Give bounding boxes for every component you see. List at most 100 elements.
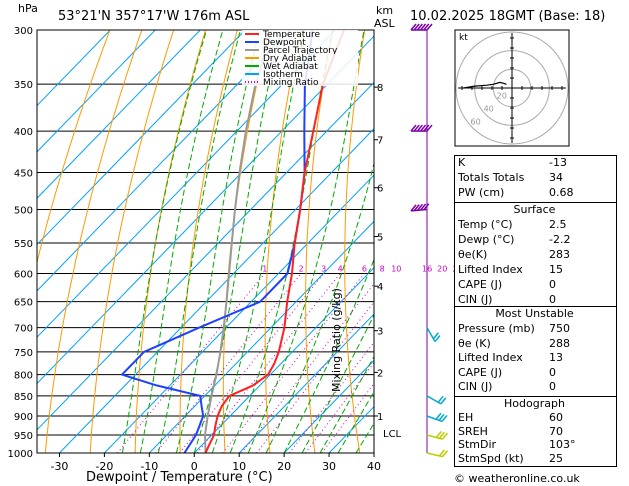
legend-entry-label: Wet Adiabat: [263, 62, 318, 72]
most-unstable-index-row-value: 0: [549, 380, 556, 393]
wet-adiabat-line: [301, 313, 374, 453]
dry-adiabat-line: [419, 30, 449, 453]
temperature-tick-label: 20: [277, 460, 291, 473]
wind-barb-flag: [416, 203, 424, 211]
surface-section-title: Surface: [513, 203, 556, 216]
hodograph-index-row-label: SREH: [458, 424, 488, 438]
pressure-tick-label: 800: [14, 371, 33, 382]
wet-adiabat-line: [265, 160, 374, 453]
legend-bg: [242, 78, 358, 86]
temperature-tick-label: 40: [367, 460, 381, 473]
most-unstable-index-row: CAPE (J) 0: [454, 366, 615, 381]
wet-adiabat-line: [247, 30, 365, 453]
wind-barb-flag: [410, 204, 417, 212]
basic-index-row-label: Totals Totals: [458, 171, 525, 184]
height-tick-label: 1: [377, 412, 383, 423]
most-unstable-index-row-value: 288: [549, 336, 570, 350]
height-tick-label: 7: [377, 136, 383, 147]
dry-adiabat-line: [383, 30, 405, 453]
wind-barb-flag: [420, 23, 427, 31]
height-tick-label: 6: [377, 184, 383, 195]
pressure-tick-label: 450: [14, 168, 33, 179]
most-unstable-index-row-value: 13: [549, 351, 563, 364]
wind-barb-flag: [420, 203, 427, 211]
isotherm-line: [37, 30, 201, 199]
most-unstable-index-row-label: CAPE (J): [458, 365, 503, 379]
mixing-ratio-line: [196, 273, 341, 453]
mixing-ratio-label: 4: [338, 265, 343, 274]
location-title: 53°21'N 357°17'W 176m ASL: [58, 9, 250, 24]
mixing-ratio-line: [179, 273, 325, 453]
mixing-ratio-label: 2: [299, 265, 304, 274]
isotherm-line: [37, 35, 374, 385]
temperature-tick-label: 0: [191, 460, 198, 473]
wind-barb-flag: [441, 414, 448, 422]
hodograph-index-row: SREH 70: [454, 425, 615, 440]
mixing-ratio-axis-label: Mixing Ratio (g/kg): [330, 288, 343, 392]
wind-barb: [410, 124, 433, 132]
hodograph-ring: [455, 31, 569, 145]
legend-entry-label: Dry Adiabat: [263, 54, 317, 64]
most-unstable-index-row-label: CIN (J): [458, 380, 493, 393]
indices-panel: K -13 Totals Totals 34 PW (cm) 0.68 Surface Tem…: [454, 155, 617, 467]
wet-adiabat-line: [283, 258, 374, 453]
temperature-tick-label: 10: [232, 460, 246, 473]
surface-index-row-label: Dewp (°C): [458, 233, 515, 246]
wet-adiabat-line: [139, 30, 224, 453]
legend-bg: [242, 62, 358, 70]
km-label: km: [376, 4, 394, 17]
lcl-label: LCL: [383, 429, 402, 440]
wind-barb-flag: [410, 124, 417, 132]
wind-barb-flag: [413, 124, 420, 132]
isotherm-line: [148, 220, 374, 453]
isotherm-line: [59, 128, 374, 453]
legend-bg: [242, 54, 358, 62]
height-tick-label: 4: [377, 282, 383, 293]
wet-adiabat-line: [175, 30, 261, 453]
wind-barb-flag: [426, 124, 433, 132]
surface-index-row: Temp (°C) 2.5: [454, 218, 615, 233]
mixing-ratio-label: 1: [262, 265, 267, 274]
pressure-tick-label: 950: [14, 431, 33, 442]
wind-barb-flag: [441, 432, 449, 440]
isotherm-line: [37, 30, 246, 246]
most-unstable-section-title: Most Unstable: [495, 307, 574, 320]
pressure-tick-label: 300: [14, 26, 33, 37]
wind-barb-flag: [423, 23, 430, 31]
wind-barb-flag: [410, 23, 417, 31]
legend-entry-label: Parcel Trajectory: [263, 46, 338, 56]
legend-bg: [242, 38, 358, 46]
surface-index-row: Lifted Index 15: [454, 263, 615, 278]
basic-index-row-value: 0.68: [549, 186, 574, 199]
wind-barb-flag: [416, 124, 423, 132]
pressure-tick-label: 1000: [8, 449, 33, 460]
skewt-profiles: [121, 30, 345, 453]
dry-adiabat-line: [44, 30, 143, 453]
height-tick-label: 8: [377, 83, 383, 94]
hodograph-index-row: StmSpd (kt) 25: [454, 452, 615, 467]
wind-barb-flag: [438, 413, 445, 421]
wind-barb: [426, 395, 447, 405]
legend-bg: [242, 46, 358, 54]
pressure-tick-label: 700: [14, 324, 33, 335]
wind-barb: [410, 203, 430, 212]
wind-barb-flag: [440, 397, 447, 405]
wind-barb-flag: [432, 332, 439, 340]
legend-entry-label: Dewpoint: [263, 38, 306, 48]
wind-barb-flag: [420, 124, 427, 132]
height-tick-label: 5: [377, 233, 383, 244]
wind-barb: [426, 449, 449, 458]
isotherm-line: [37, 30, 336, 338]
surface-index-row-label: CIN (J): [458, 293, 493, 306]
basic-index-row: PW (cm) 0.68: [454, 186, 615, 201]
surface-index-row-label: θe(K): [458, 248, 488, 261]
wind-barb: [426, 430, 449, 440]
mixing-ratio-line: [116, 273, 266, 453]
pressure-tick-label: 400: [14, 127, 33, 138]
mixing-ratio-label: 3: [321, 265, 326, 274]
pressure-tick-label: 350: [14, 80, 33, 91]
isotherm-line: [37, 30, 111, 107]
plot-frame: [36, 29, 375, 454]
